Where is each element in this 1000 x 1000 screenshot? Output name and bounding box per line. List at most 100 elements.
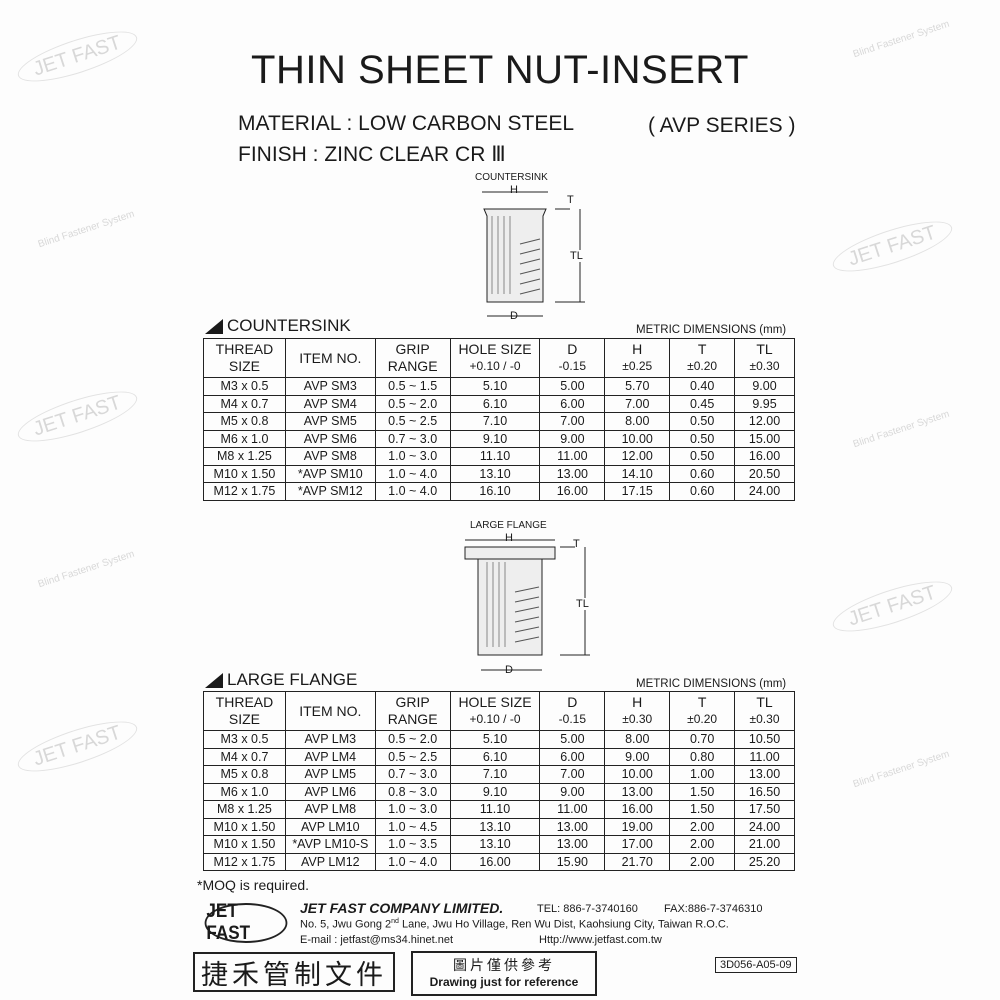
table-cell: M4 x 0.7	[203, 394, 286, 413]
table-cell: 6.10	[449, 747, 541, 766]
table-cell: 2.00	[669, 852, 736, 871]
diagram-label: LARGE FLANGE	[470, 520, 547, 531]
table-cell: 7.00	[604, 394, 671, 413]
column-header: HOLE SIZE +0.10 / -0	[449, 691, 541, 731]
header-line: SIZE	[228, 358, 261, 374]
table-row: M5 x 0.8 AVP LM5 0.7 ~ 3.0 7.10 7.00 10.00 1.0…	[203, 765, 795, 784]
column-header: D -0.15	[539, 338, 606, 378]
table-cell: M10 x 1.50	[203, 464, 286, 483]
table-row: M10 x 1.50 *AVP LM10-S 1.0 ~ 3.5 13.10 13.00…	[203, 835, 795, 854]
header-line: ±0.30	[622, 712, 653, 726]
table-cell: 0.5 ~ 2.5	[374, 412, 451, 431]
table-cell: 16.00	[449, 852, 541, 871]
table-cell: 7.10	[449, 765, 541, 784]
column-header: THREAD SIZE	[203, 691, 286, 731]
table-cell: 1.0 ~ 3.0	[374, 447, 451, 466]
header-line: GRIP	[395, 341, 430, 357]
table-cell: 14.10	[604, 464, 671, 483]
table-cell: M12 x 1.75	[203, 482, 286, 501]
header-line: ±0.30	[749, 359, 780, 373]
table-cell: AVP LM4	[284, 747, 376, 766]
header-line: ITEM NO.	[299, 349, 362, 366]
table-cell: 0.45	[669, 394, 736, 413]
telephone: TEL: 886-7-3740160	[537, 903, 638, 915]
table-cell: M12 x 1.75	[203, 852, 286, 871]
table-cell: AVP LM3	[284, 730, 376, 749]
table-cell: AVP LM12	[284, 852, 376, 871]
table-row: M3 x 0.5 AVP LM3 0.5 ~ 2.0 5.10 5.00 8.00 0.70…	[203, 730, 795, 749]
table-cell: 17.15	[604, 482, 671, 501]
table-cell: 2.00	[669, 835, 736, 854]
watermark: Blind Fastener System	[851, 408, 951, 451]
table-row: M6 x 1.0 AVP SM6 0.7 ~ 3.0 9.10 9.00 10.00 0.5…	[203, 429, 795, 448]
table-cell: 11.00	[734, 747, 795, 766]
column-header: GRIP RANGE	[374, 338, 451, 378]
table-cell: M10 x 1.50	[203, 835, 286, 854]
dim-h-label: H	[510, 184, 518, 196]
column-header: TL ±0.30	[734, 338, 795, 378]
column-header: HOLE SIZE +0.10 / -0	[449, 338, 541, 378]
header-line: H	[632, 341, 643, 357]
table-cell: 6.00	[539, 747, 606, 766]
jet-fast-logo: JET FAST	[204, 901, 288, 944]
table-cell: 24.00	[734, 817, 795, 836]
header-line: H	[632, 694, 643, 710]
table-cell: 9.00	[539, 782, 606, 801]
header-line: HOLE SIZE	[458, 341, 532, 357]
triangle-icon	[205, 318, 223, 334]
table-row: M8 x 1.25 AVP LM8 1.0 ~ 3.0 11.10 11.00 16.00…	[203, 800, 795, 819]
table-cell: 1.0 ~ 3.5	[374, 835, 451, 854]
fax: FAX:886-7-3746310	[664, 903, 763, 915]
table-cell: 0.50	[669, 429, 736, 448]
header-line: RANGE	[387, 711, 438, 727]
table-cell: 10.00	[604, 765, 671, 784]
table-cell: M3 x 0.5	[203, 377, 286, 396]
table-cell: 5.10	[449, 377, 541, 396]
column-header: ITEM NO.	[284, 691, 376, 731]
table-cell: 20.50	[734, 464, 795, 483]
table-row: M12 x 1.75 AVP LM12 1.0 ~ 4.0 16.00 15.90 21.…	[203, 852, 795, 871]
column-header: H ±0.25	[604, 338, 671, 378]
header-line: ±0.20	[687, 712, 718, 726]
watermark: JET FAST	[827, 571, 957, 642]
table-cell: AVP SM8	[284, 447, 376, 466]
table-cell: *AVP LM10-S	[284, 835, 376, 854]
dim-t-label: T	[567, 194, 574, 206]
dim-tl-label: TL	[576, 598, 589, 610]
table-cell: 9.00	[604, 747, 671, 766]
header-line: -0.15	[558, 359, 587, 373]
table-cell: 13.10	[449, 464, 541, 483]
table-cell: 1.0 ~ 4.0	[374, 464, 451, 483]
table-cell: 13.10	[449, 835, 541, 854]
table-cell: 0.7 ~ 3.0	[374, 765, 451, 784]
table-cell: 13.10	[449, 817, 541, 836]
table-header-row: THREAD SIZE ITEM NO. GRIP RANGE HOLE SIZE +0.1…	[203, 338, 795, 378]
table-cell: M4 x 0.7	[203, 747, 286, 766]
column-header: TL ±0.30	[734, 691, 795, 731]
table-cell: 9.10	[449, 429, 541, 448]
table-cell: 1.0 ~ 3.0	[374, 800, 451, 819]
table-cell: AVP SM3	[284, 377, 376, 396]
header-line: TL	[756, 694, 773, 710]
large-flange-section-title: LARGE FLANGE	[205, 670, 357, 690]
header-line: TL	[756, 341, 773, 357]
watermark: Blind Fastener System	[36, 208, 136, 251]
table-cell: 0.80	[669, 747, 736, 766]
table-cell: AVP SM5	[284, 412, 376, 431]
dim-d-label: D	[510, 310, 518, 322]
header-line: +0.10 / -0	[469, 712, 521, 726]
table-cell: 0.5 ~ 2.0	[374, 730, 451, 749]
table-cell: 0.50	[669, 447, 736, 466]
reference-stamp: 圖片僅供參考 Drawing just for reference	[411, 951, 597, 996]
table-cell: *AVP SM10	[284, 464, 376, 483]
header-line: ITEM NO.	[299, 702, 362, 719]
table-cell: 13.00	[604, 782, 671, 801]
table-cell: M8 x 1.25	[203, 800, 286, 819]
table-cell: 6.00	[539, 394, 606, 413]
countersink-units: METRIC DIMENSIONS (mm)	[636, 324, 787, 336]
column-header: H ±0.30	[604, 691, 671, 731]
table-cell: 8.00	[604, 730, 671, 749]
table-cell: AVP LM10	[284, 817, 376, 836]
header-line: ±0.20	[687, 359, 718, 373]
table-cell: 0.70	[669, 730, 736, 749]
